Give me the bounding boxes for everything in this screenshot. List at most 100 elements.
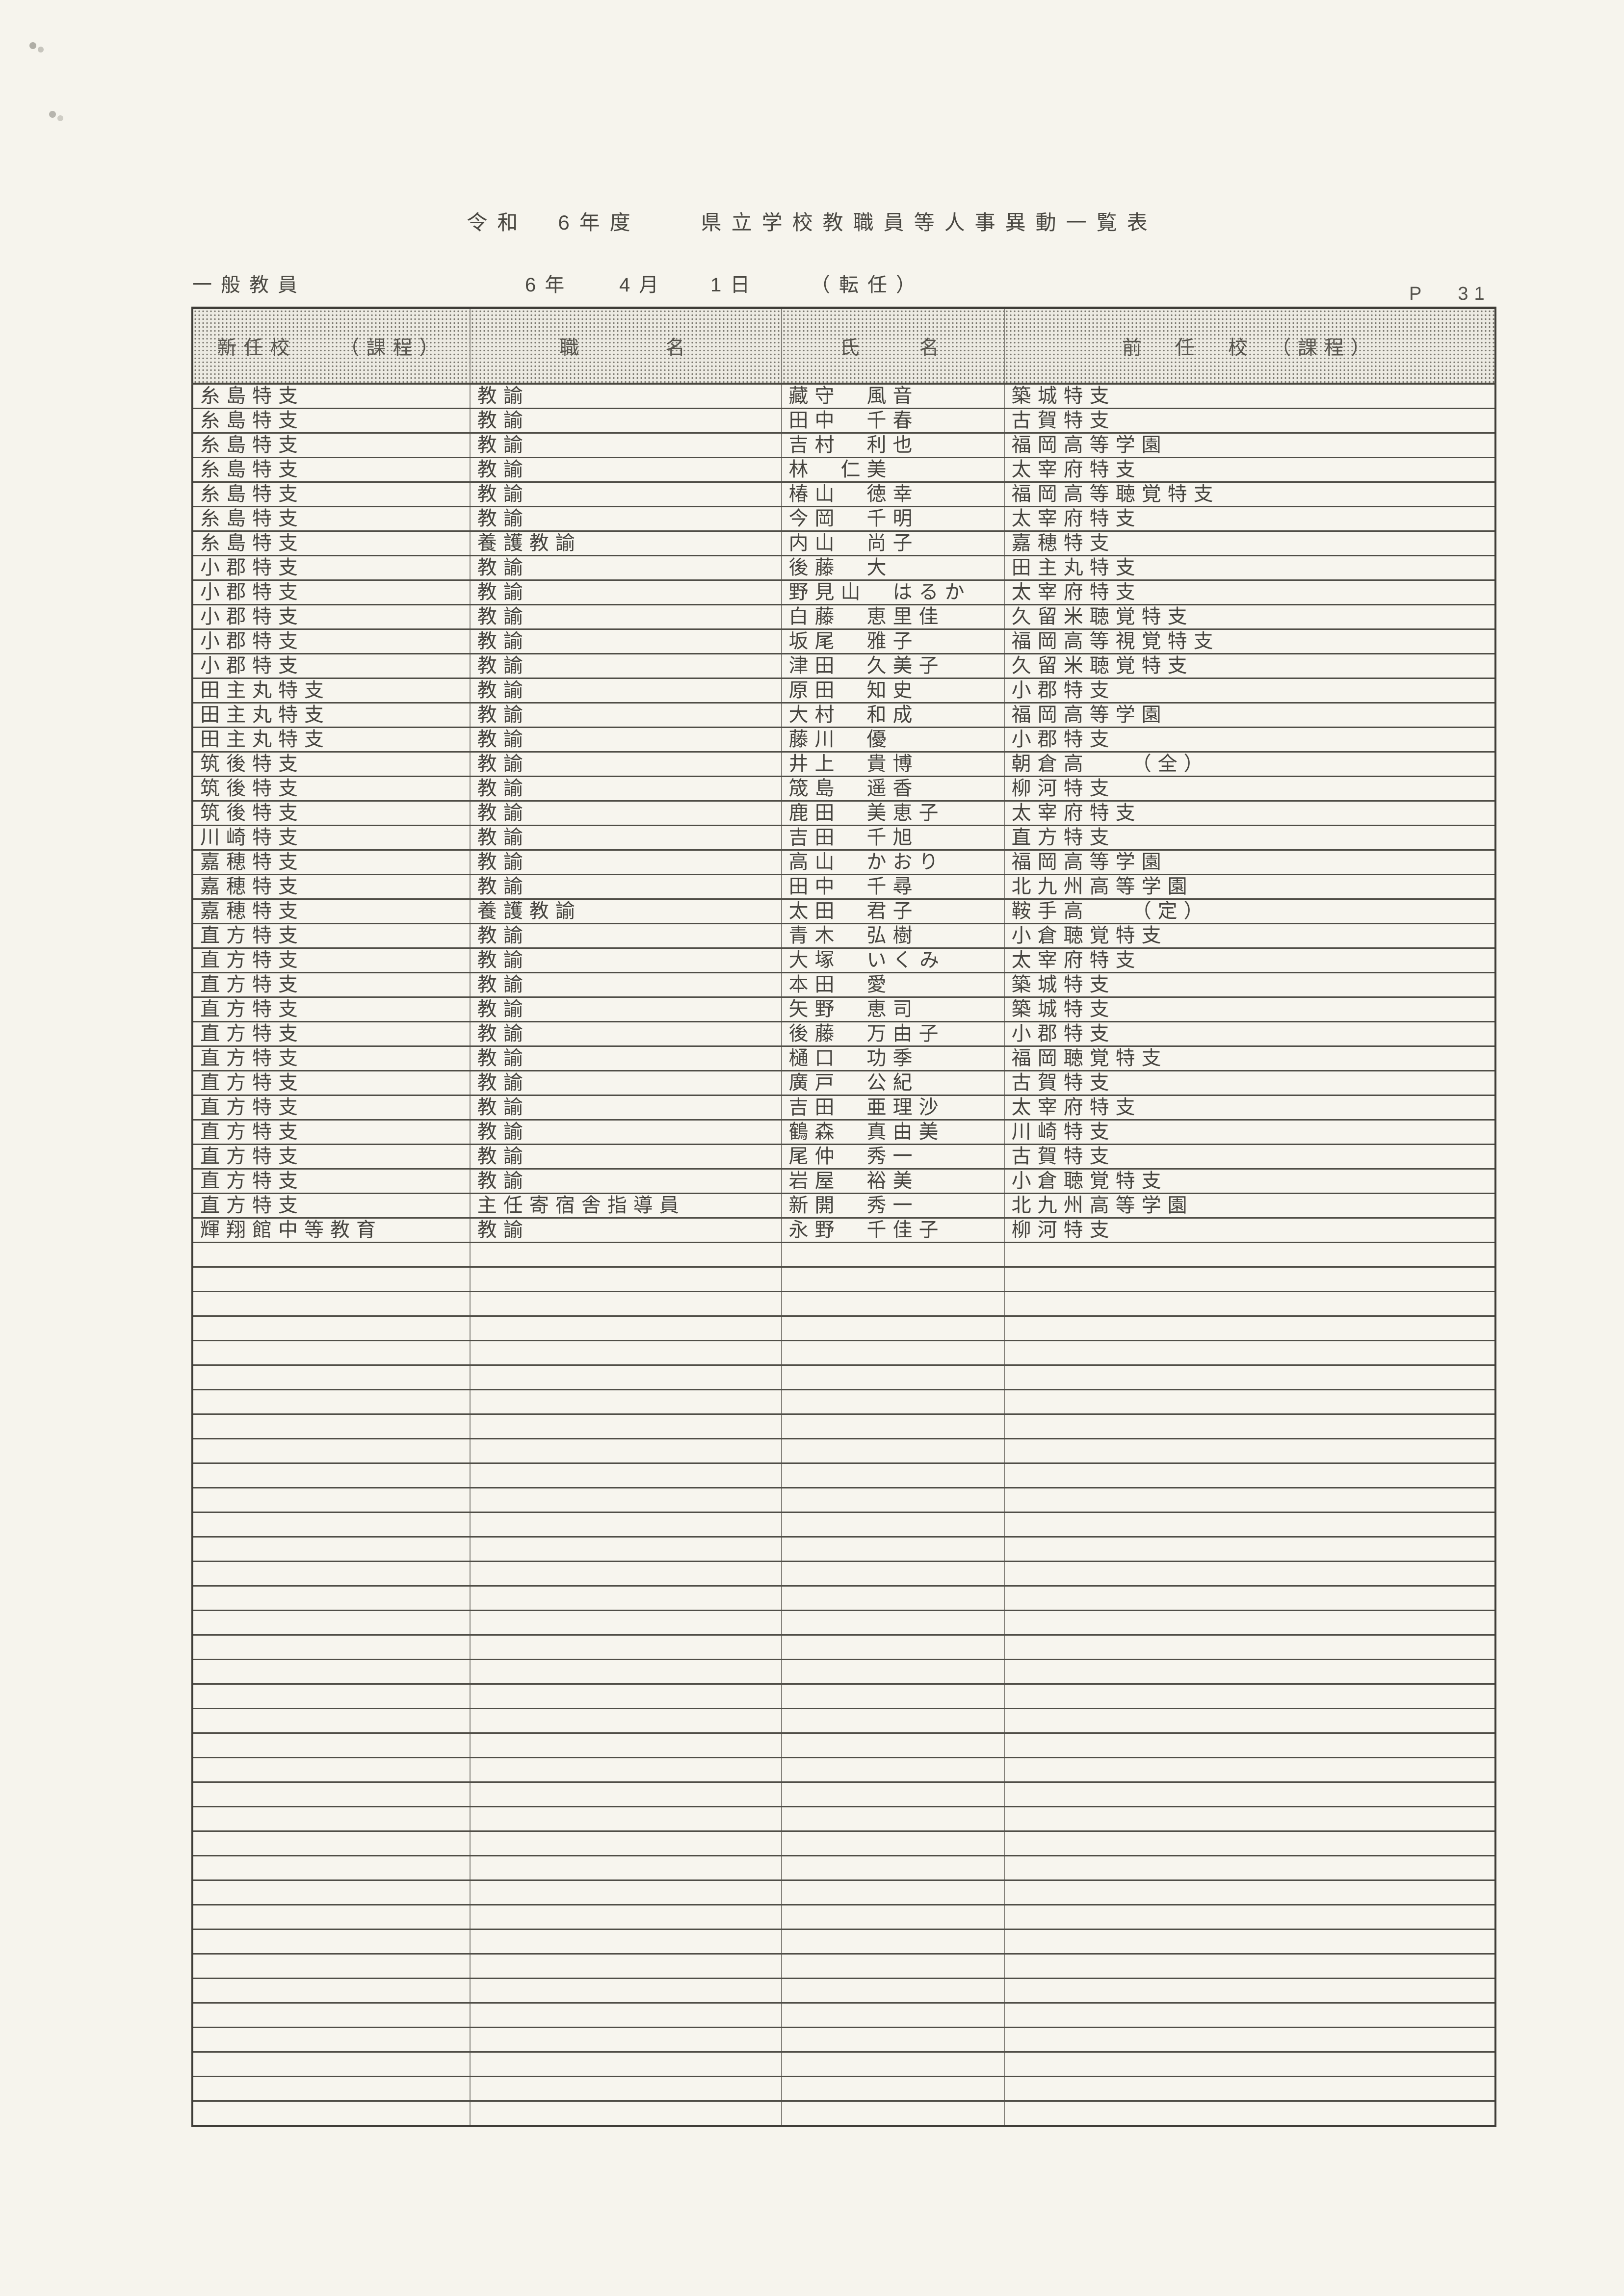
- empty-table-row: [192, 1830, 1496, 1856]
- empty-cell: [781, 1585, 1005, 1611]
- cell-previous-school: 福岡高等学園: [1003, 702, 1496, 728]
- empty-table-row: [192, 1610, 1496, 1636]
- empty-cell: [781, 1634, 1005, 1660]
- cell-job-title: 教諭: [469, 1217, 782, 1243]
- table-row: 筑後特支 教諭 井上 貴博 朝倉高 （全）: [192, 751, 1496, 777]
- empty-cell: [781, 1879, 1005, 1905]
- empty-cell: [192, 1708, 471, 1734]
- empty-cell: [781, 1462, 1005, 1488]
- cell-new-school: 直方特支: [192, 1168, 471, 1194]
- empty-cell: [781, 1242, 1005, 1268]
- empty-cell: [781, 1683, 1005, 1709]
- empty-cell: [781, 1266, 1005, 1292]
- cell-job-title: 教諭: [469, 751, 782, 777]
- empty-cell: [469, 1462, 782, 1488]
- empty-cell: [469, 1315, 782, 1341]
- cell-new-school: 小郡特支: [192, 628, 471, 654]
- empty-cell: [192, 1438, 471, 1464]
- cell-new-school: 直方特支: [192, 923, 471, 949]
- cell-new-school: 田主丸特支: [192, 678, 471, 704]
- empty-table-row: [192, 1781, 1496, 1807]
- empty-cell: [192, 1462, 471, 1488]
- cell-name: 筬島 遥香: [781, 776, 1005, 802]
- date-month: 4月: [619, 274, 668, 296]
- empty-cell: [781, 1512, 1005, 1538]
- cell-name: 野見山 はるか: [781, 579, 1005, 605]
- empty-table-row: [192, 1683, 1496, 1709]
- empty-cell: [1003, 1634, 1496, 1660]
- empty-cell: [192, 2002, 471, 2028]
- cell-new-school: 直方特支: [192, 1070, 471, 1096]
- cell-previous-school: 太宰府特支: [1003, 947, 1496, 973]
- empty-cell: [192, 1242, 471, 1268]
- empty-cell: [781, 1904, 1005, 1930]
- cell-job-title: 養護教諭: [469, 898, 782, 924]
- cell-new-school: 糸島特支: [192, 457, 471, 483]
- cell-new-school: 糸島特支: [192, 383, 471, 409]
- cell-name: 吉田 千旭: [781, 825, 1005, 851]
- empty-table-row: [192, 2027, 1496, 2053]
- cell-previous-school: 小郡特支: [1003, 678, 1496, 704]
- empty-cell: [192, 1389, 471, 1415]
- empty-cell: [469, 1904, 782, 1930]
- empty-cell: [781, 1830, 1005, 1856]
- empty-cell: [1003, 2076, 1496, 2102]
- cell-new-school: 嘉穂特支: [192, 898, 471, 924]
- cell-new-school: 嘉穂特支: [192, 874, 471, 900]
- cell-name: 岩屋 裕美: [781, 1168, 1005, 1194]
- empty-table-row: [192, 1512, 1496, 1538]
- empty-table-row: [192, 1855, 1496, 1881]
- empty-cell: [781, 1340, 1005, 1366]
- empty-cell: [469, 1978, 782, 2004]
- empty-cell: [1003, 1266, 1496, 1292]
- table-row: 筑後特支 教諭 筬島 遥香 柳河特支: [192, 776, 1496, 802]
- page-number-value: 31: [1458, 284, 1491, 304]
- cell-previous-school: 福岡高等聴覚特支: [1003, 481, 1496, 507]
- empty-table-row: [192, 1708, 1496, 1734]
- cell-job-title: 教諭: [469, 653, 782, 679]
- empty-cell: [469, 1953, 782, 1979]
- cell-previous-school: 古賀特支: [1003, 1144, 1496, 1170]
- empty-table-row: [192, 2100, 1496, 2127]
- empty-table-row: [192, 1462, 1496, 1488]
- table-row: 筑後特支 教諭 鹿田 美恵子 太宰府特支: [192, 800, 1496, 826]
- empty-table-row: [192, 1879, 1496, 1905]
- cell-previous-school: 小倉聴覚特支: [1003, 923, 1496, 949]
- cell-job-title: 教諭: [469, 825, 782, 851]
- cell-new-school: 直方特支: [192, 972, 471, 998]
- cell-name: 樋口 功季: [781, 1045, 1005, 1071]
- table-row: 小郡特支 教諭 津田 久美子 久留米聴覚特支: [192, 653, 1496, 679]
- cell-new-school: 直方特支: [192, 1095, 471, 1121]
- table-row: 輝翔館中等教育 教諭 永野 千佳子 柳河特支: [192, 1217, 1496, 1243]
- empty-cell: [1003, 1708, 1496, 1734]
- cell-name: 今岡 千明: [781, 506, 1005, 532]
- category-label: 一般教員: [192, 274, 306, 296]
- empty-cell: [781, 1781, 1005, 1807]
- table-body: 糸島特支 教諭 藏守 風音 築城特支 糸島特支 教諭 田中 千春 古賀特支 糸島特支 教諭 吉村 利…: [192, 383, 1496, 2127]
- empty-cell: [1003, 1389, 1496, 1415]
- cell-job-title: 教諭: [469, 579, 782, 605]
- cell-name: 田中 千尋: [781, 874, 1005, 900]
- cell-previous-school: 太宰府特支: [1003, 579, 1496, 605]
- cell-previous-school: 福岡高等学園: [1003, 432, 1496, 458]
- empty-cell: [469, 2076, 782, 2102]
- empty-cell: [781, 2100, 1005, 2127]
- cell-new-school: 筑後特支: [192, 776, 471, 802]
- empty-table-row: [192, 2076, 1496, 2102]
- empty-cell: [1003, 1904, 1496, 1930]
- empty-cell: [781, 1708, 1005, 1734]
- cell-previous-school: 北九州高等学園: [1003, 874, 1496, 900]
- cell-new-school: 筑後特支: [192, 800, 471, 826]
- empty-cell: [781, 1536, 1005, 1562]
- page-title: 令和 6年度 県立学校教職員等人事異動一覧表: [467, 211, 1157, 234]
- cell-name: 鹿田 美恵子: [781, 800, 1005, 826]
- empty-table-row: [192, 1634, 1496, 1660]
- table-row: 田主丸特支 教諭 大村 和成 福岡高等学園: [192, 702, 1496, 728]
- table-row: 田主丸特支 教諭 藤川 優小郡特支: [192, 727, 1496, 753]
- empty-cell: [469, 1266, 782, 1292]
- cell-new-school: 直方特支: [192, 947, 471, 973]
- empty-cell: [192, 1953, 471, 1979]
- empty-cell: [781, 1364, 1005, 1390]
- empty-cell: [469, 1512, 782, 1538]
